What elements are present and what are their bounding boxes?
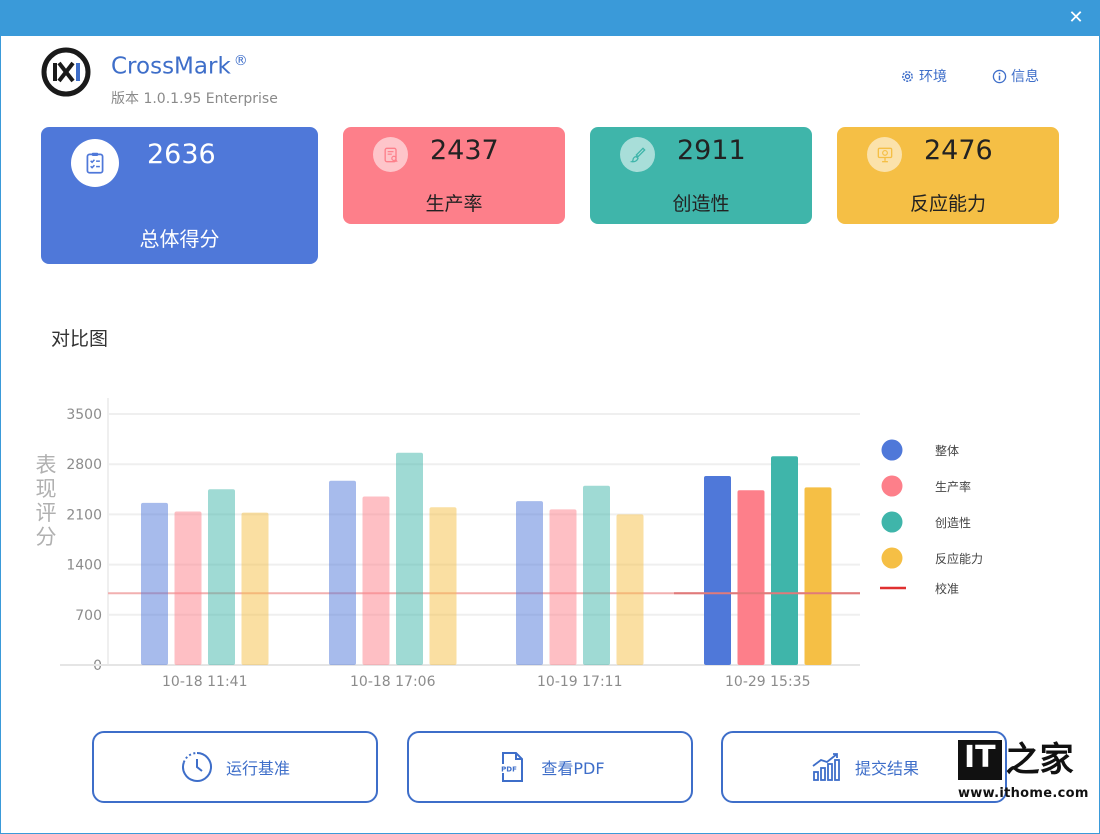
info-label: 信息 [1011,69,1039,85]
creativity-card: 2911 创造性 [590,127,812,224]
watermark-logo: IT 之家 [958,740,1084,780]
environment-label: 环境 [919,69,947,85]
legend-label: 生产率 [935,479,971,494]
app-name-text: CrossMark [111,53,231,80]
bar [737,490,765,665]
total-score-card: 2636 总体得分 [41,127,318,264]
clipboard-check-icon [71,139,119,187]
document-search-icon [373,137,408,172]
legend-swatch [881,475,903,497]
pdf-file-icon: PDF [500,752,524,782]
app-title: CrossMark ® [111,53,248,80]
view-pdf-label: 查看PDF [541,759,605,778]
creativity-score-value: 2911 [677,135,746,166]
y-tick-label: 1400 [66,558,102,574]
responsiveness-card: 2476 反应能力 [837,127,1059,224]
bar [208,489,235,665]
run-benchmark-button[interactable]: 运行基准 [92,731,378,803]
watermark-it: IT [958,740,1002,780]
legend-label: 创造性 [935,516,971,530]
bar [362,496,390,665]
bar [804,487,832,665]
submit-results-label: 提交结果 [854,759,919,778]
bar [396,452,423,665]
legend-swatch [881,511,903,533]
info-link[interactable]: 信息 [992,66,1039,86]
productivity-card: 2437 生产率 [343,127,565,224]
timer-icon [182,752,212,782]
x-tick-label: 10-29 15:35 [725,674,810,690]
close-button[interactable]: ✕ [1068,7,1084,28]
bar [771,456,798,665]
y-axis-label: 表现评分 [36,453,57,549]
creativity-label: 创造性 [672,193,730,215]
app-version: 版本 1.0.1.95 Enterprise [111,91,278,107]
bar [704,475,731,665]
run-benchmark-label: 运行基准 [225,759,290,778]
y-tick-label: 3500 [66,407,102,423]
comparison-title: 对比图 [51,328,109,350]
watermark-url: www.ithome.com [958,786,1089,801]
legend-swatch [881,547,903,569]
watermark-home: 之家 [1005,740,1074,780]
environment-link[interactable]: 环境 [900,66,947,86]
y-tick-label: 2800 [66,457,102,473]
view-pdf-button[interactable]: PDF 查看PDF [407,731,693,803]
bar [141,502,168,665]
productivity-score-value: 2437 [430,135,499,166]
legend-label: 校准 [935,581,959,596]
svg-text:PDF: PDF [502,766,518,774]
bar [429,507,457,665]
legend-label: 整体 [935,443,959,458]
bar [329,480,356,665]
comparison-chart: 07001400210028003500表现评分10-18 11:4110-18… [36,398,983,690]
x-tick-label: 10-19 17:11 [537,674,622,690]
productivity-label: 生产率 [425,193,483,215]
bar [516,501,543,665]
responsiveness-label: 反应能力 [909,193,986,215]
info-icon [992,69,1007,83]
bar [241,512,269,665]
legend-label: 反应能力 [935,551,983,566]
y-tick-label: 2100 [66,507,102,523]
brush-icon [620,137,655,172]
legend-swatch [881,439,903,461]
bar [583,485,610,665]
registered-mark: ® [233,53,248,69]
x-tick-label: 10-18 17:06 [350,674,436,690]
bar [549,509,577,665]
chart-growth-icon [812,753,840,781]
bar [174,511,202,665]
bar [616,514,644,665]
total-score-label: 总体得分 [139,227,220,251]
gear-icon [902,70,913,82]
responsiveness-score-value: 2476 [924,135,993,166]
presentation-icon [867,137,902,172]
crossmark-logo [41,47,91,97]
title-bar: ✕ [0,0,1100,36]
ithome-watermark: IT 之家 www.ithome.com [958,740,1089,816]
y-tick-label: 700 [75,608,102,624]
x-tick-label: 10-18 11:41 [162,674,247,690]
total-score-value: 2636 [147,139,216,170]
